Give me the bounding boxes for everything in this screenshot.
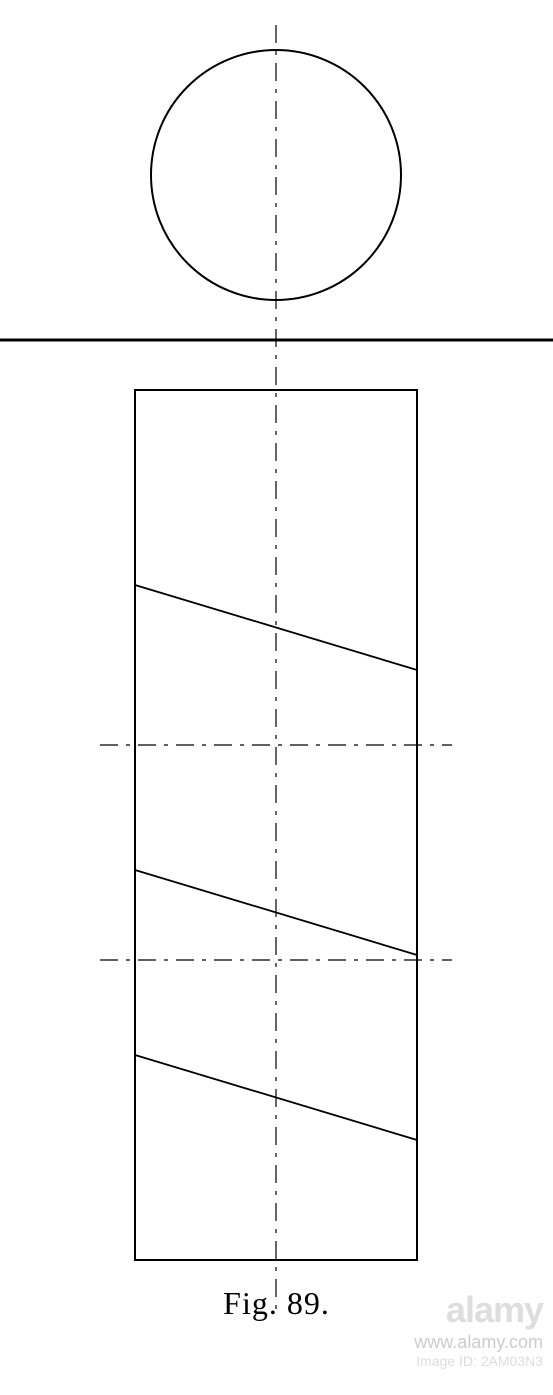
watermark-site: www.alamy.com [414, 1332, 543, 1354]
watermark-id: Image ID: 2AM03N3 [414, 1353, 543, 1370]
engineering-diagram [0, 0, 553, 1390]
watermark-brand: alamy [414, 1288, 543, 1331]
stock-watermark: alamy www.alamy.com Image ID: 2AM03N3 [414, 1288, 543, 1370]
diagram-svg [0, 0, 553, 1390]
